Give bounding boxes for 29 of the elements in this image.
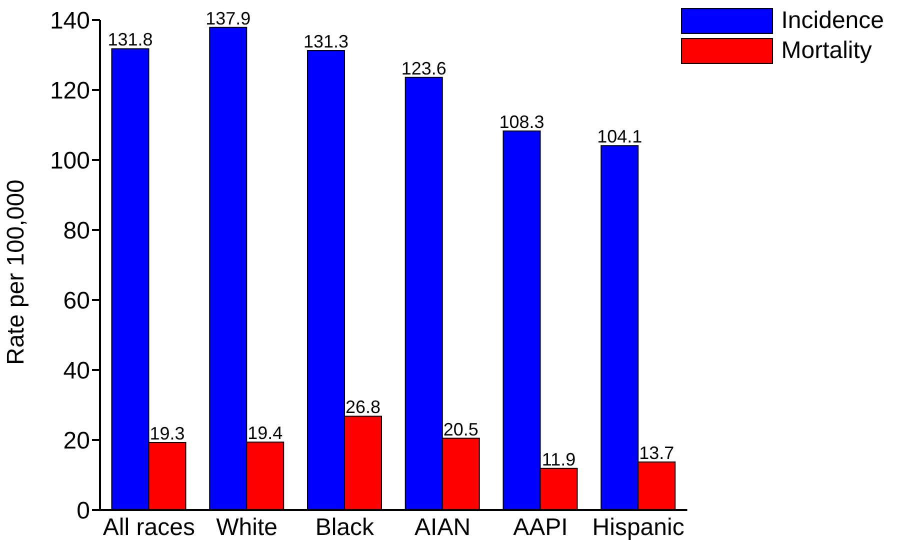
data-label: 11.9 bbox=[542, 449, 576, 470]
data-label: 19.4 bbox=[248, 423, 283, 444]
y-tick-label: 140 bbox=[50, 8, 90, 35]
y-tick-label: 20 bbox=[63, 428, 90, 455]
x-tick-label: Hispanic bbox=[592, 514, 684, 542]
x-tick-label: All races bbox=[102, 514, 195, 542]
data-label: 137.9 bbox=[206, 8, 251, 28]
data-label: 108.3 bbox=[499, 112, 544, 132]
data-label: 13.7 bbox=[639, 443, 674, 464]
x-tick-label: White bbox=[216, 514, 278, 542]
x-tick-label: AAPI bbox=[513, 514, 568, 542]
data-label: 104.1 bbox=[597, 126, 642, 147]
data-label: 20.5 bbox=[443, 419, 478, 440]
y-tick-label: 60 bbox=[63, 288, 90, 315]
y-tick-label: 100 bbox=[50, 148, 90, 175]
legend-label: Mortality bbox=[781, 37, 872, 65]
x-tick-label: AIAN bbox=[414, 514, 471, 542]
data-label: 131.8 bbox=[108, 30, 153, 50]
legend-label: Incidence bbox=[781, 7, 884, 35]
data-label: 131.3 bbox=[303, 31, 349, 52]
data-label: 123.6 bbox=[401, 58, 446, 78]
y-tick-label: 40 bbox=[63, 358, 90, 385]
data-label: 26.8 bbox=[345, 397, 381, 418]
y-tick-label: 0 bbox=[76, 498, 90, 525]
y-axis-title: Rate per 100,000 bbox=[2, 180, 30, 365]
y-tick-label: 120 bbox=[50, 78, 90, 105]
data-label: 19.3 bbox=[150, 423, 185, 444]
y-tick-label: 80 bbox=[63, 218, 90, 245]
x-tick-label: Black bbox=[315, 514, 376, 542]
